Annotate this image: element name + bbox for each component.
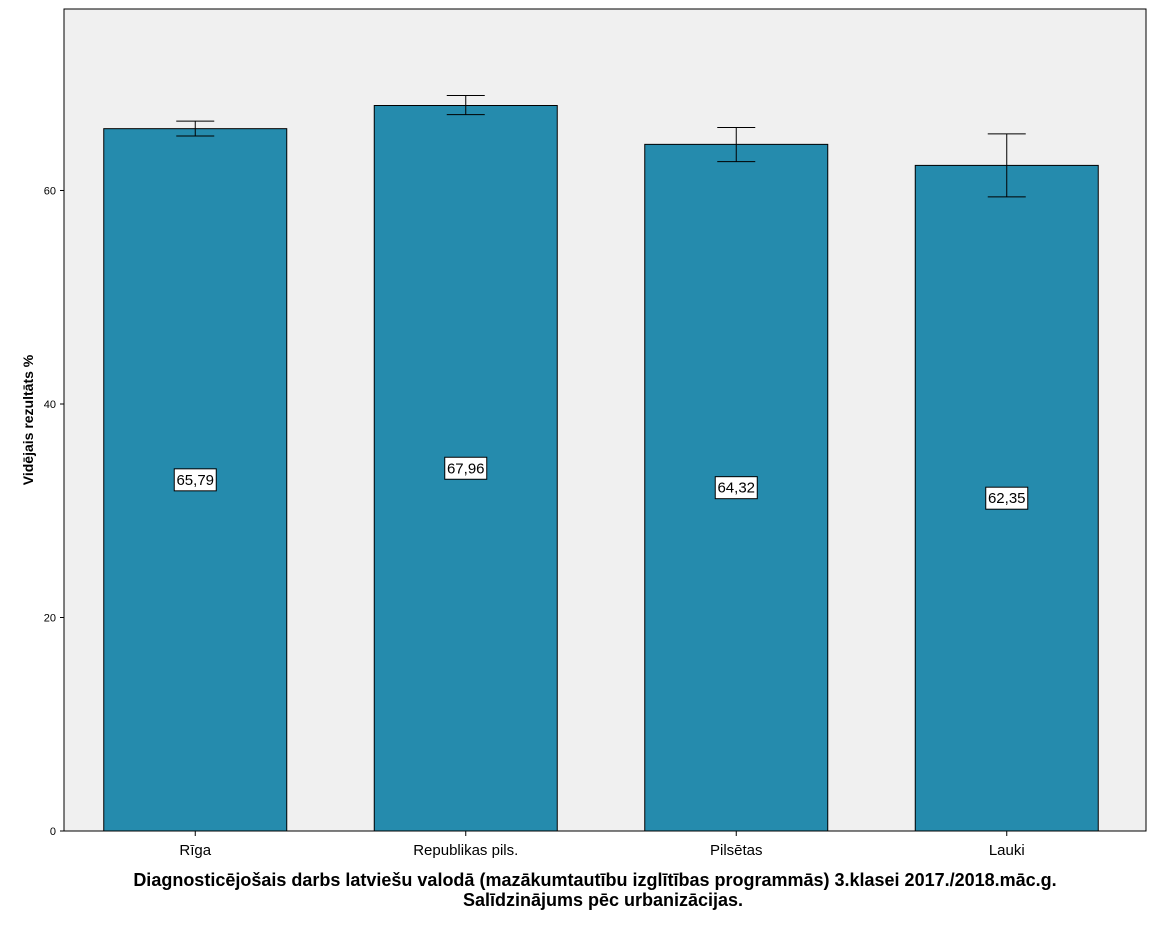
x-axis: Rīga Republikas pils. Pilsētas Lauki (179, 831, 1025, 859)
y-tick-label: 40 (44, 399, 56, 411)
x-axis-label-line-2: Salīdzinājums pēc urbanizācijas. (463, 890, 743, 910)
y-tick-label: 60 (44, 185, 56, 197)
data-label: 65,79 (176, 472, 214, 489)
data-label: 67,96 (447, 460, 485, 477)
data-label-box (444, 456, 488, 480)
x-tick-label: Lauki (989, 842, 1025, 859)
y-axis: 0 20 40 60 (44, 185, 64, 838)
x-axis-label-line-1: Diagnosticējošais darbs latviešu valodā … (133, 870, 1056, 890)
x-tick-label: Pilsētas (710, 842, 763, 859)
bars-group: 65,79 67,96 64,32 62,35 (103, 94, 1099, 832)
data-label-box (714, 476, 758, 500)
data-label: 62,35 (988, 490, 1026, 507)
y-tick-label: 0 (50, 826, 56, 838)
y-tick-label: 20 (44, 612, 56, 624)
data-label-box (985, 486, 1029, 510)
data-label: 64,32 (717, 480, 755, 497)
data-label-box (173, 468, 217, 492)
y-axis-label: Vidējais rezultāts % (20, 354, 36, 485)
x-tick-label: Rīga (179, 842, 211, 859)
x-tick-label: Republikas pils. (413, 842, 518, 859)
